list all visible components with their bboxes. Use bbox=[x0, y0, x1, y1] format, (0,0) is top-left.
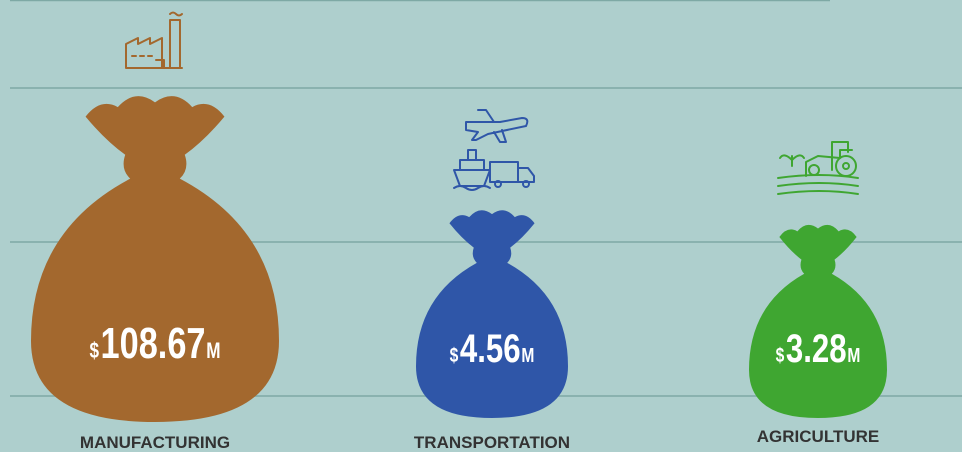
agriculture-icon bbox=[777, 141, 859, 195]
bag-shape bbox=[749, 224, 887, 418]
amount-value: 4.56 bbox=[460, 326, 521, 371]
unit: M bbox=[521, 344, 534, 366]
amount-value: 108.67 bbox=[101, 319, 206, 368]
category-label: AGRICULTURE bbox=[757, 427, 879, 446]
currency: $ bbox=[89, 339, 99, 364]
unit: M bbox=[206, 339, 220, 364]
amount: $3.28M bbox=[776, 326, 861, 371]
money-bag: $108.67M bbox=[31, 96, 279, 422]
money-bag: $3.28M bbox=[749, 224, 887, 418]
bag-shape bbox=[416, 210, 568, 418]
transport-icon bbox=[453, 109, 535, 191]
currency: $ bbox=[450, 344, 459, 366]
amount: $108.67M bbox=[89, 319, 220, 368]
factory-icon bbox=[125, 11, 183, 69]
bag-shape bbox=[31, 96, 279, 422]
amount: $4.56M bbox=[450, 326, 535, 371]
category-label: MANUFACTURING bbox=[80, 433, 230, 452]
amount-value: 3.28 bbox=[786, 326, 847, 371]
currency: $ bbox=[776, 344, 785, 366]
money-bag: $4.56M bbox=[416, 210, 568, 418]
unit: M bbox=[847, 344, 860, 366]
category-label: TRANSPORTATION bbox=[414, 433, 570, 452]
